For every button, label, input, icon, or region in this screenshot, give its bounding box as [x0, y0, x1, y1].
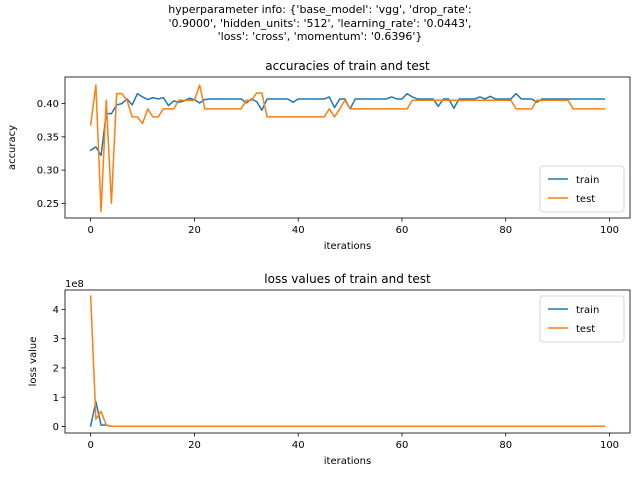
legend-box	[539, 165, 625, 213]
x-tick-label: 40	[292, 440, 305, 451]
x-axis-label: iterations	[324, 456, 371, 467]
legend: train test	[539, 295, 625, 343]
y-axis-label: loss value	[28, 337, 39, 387]
y-tick-label: 3	[53, 334, 59, 345]
x-axis-label: iterations	[324, 241, 371, 252]
y-offset-text: 1e8	[65, 279, 84, 290]
y-tick-label: 0	[53, 422, 59, 433]
plot-frame	[64, 289, 631, 434]
series-line-test	[89, 84, 606, 213]
y-tick-label: 0.40	[37, 99, 59, 110]
y-axis-label: accuracy	[7, 125, 18, 170]
series-line-train	[89, 92, 606, 157]
suptitle-line-1: hyperparameter info: {'base_model': 'vgg…	[168, 3, 472, 16]
x-tick-label: 100	[600, 440, 619, 451]
chart-2: 0 20 40 60 80 100 0 1 2 3 4 loss values of train an…	[28, 272, 631, 467]
suptitle-line-2: '0.9000', 'hidden_units': '512', 'learni…	[168, 16, 472, 30]
legend-box	[539, 295, 625, 343]
x-tick-label: 60	[396, 225, 409, 236]
x-tick-label: 0	[87, 440, 93, 451]
chart-title: accuracies of train and test	[265, 59, 430, 73]
legend-label-test: test	[576, 194, 595, 205]
legend: train test	[539, 165, 625, 213]
x-tick-label: 80	[499, 440, 512, 451]
x-tick-label: 20	[188, 225, 201, 236]
legend-label-test: test	[576, 324, 595, 335]
y-tick-label: 2	[53, 363, 59, 374]
chart-title: loss values of train and test	[264, 272, 431, 286]
suptitle-line-3: 'loss': 'cross', 'momentum': '0.6396'}	[217, 30, 423, 43]
legend-label-train: train	[576, 175, 599, 186]
figure-suptitle: hyperparameter info: {'base_model': 'vgg…	[0, 3, 640, 44]
x-tick-label: 20	[188, 440, 201, 451]
y-tick-label: 4	[53, 305, 59, 316]
y-tick-label: 0.35	[37, 132, 59, 143]
x-tick-label: 40	[292, 225, 305, 236]
x-tick-label: 80	[499, 225, 512, 236]
plot-frame	[64, 76, 631, 219]
series-line-test	[89, 295, 606, 428]
series-line-train	[89, 400, 606, 428]
x-tick-label: 100	[600, 225, 619, 236]
y-tick-label: 0.25	[37, 199, 59, 210]
chart-1: 0 20 40 60 80 100 0.25 0.30 0.35 0.40 accuracies o…	[7, 59, 631, 252]
x-tick-label: 0	[87, 225, 93, 236]
y-tick-label: 1	[53, 393, 59, 404]
legend-label-train: train	[576, 305, 599, 316]
x-tick-label: 60	[396, 440, 409, 451]
y-tick-label: 0.30	[37, 166, 59, 177]
